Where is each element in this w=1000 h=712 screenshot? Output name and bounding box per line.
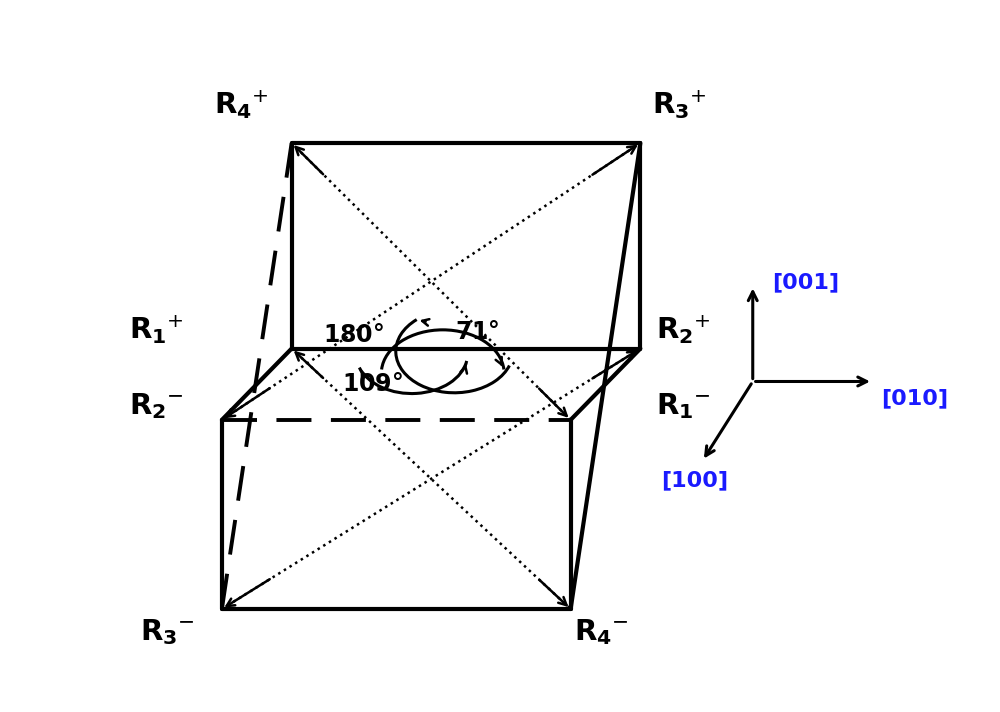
Text: $\mathbf{R_{4}}^{+}$: $\mathbf{R_{4}}^{+}$: [214, 88, 269, 121]
Text: $\mathbf{R_{2}}^{-}$: $\mathbf{R_{2}}^{-}$: [129, 392, 183, 421]
Text: $\mathbf{180°}$: $\mathbf{180°}$: [323, 323, 384, 347]
Text: $\mathbf{R_{3}}^{+}$: $\mathbf{R_{3}}^{+}$: [652, 88, 707, 121]
Text: $\mathbf{71°}$: $\mathbf{71°}$: [455, 320, 500, 344]
Text: $\mathbf{109°}$: $\mathbf{109°}$: [342, 372, 404, 397]
Text: $\mathbf{R_{3}}^{-}$: $\mathbf{R_{3}}^{-}$: [140, 618, 195, 647]
Text: $\mathbf{R_{1}}^{+}$: $\mathbf{R_{1}}^{+}$: [129, 313, 183, 346]
Text: [100]: [100]: [661, 470, 728, 490]
Text: $\mathbf{R_{2}}^{+}$: $\mathbf{R_{2}}^{+}$: [656, 313, 710, 346]
Text: [001]: [001]: [772, 273, 839, 293]
Text: $\mathbf{R_{4}}^{-}$: $\mathbf{R_{4}}^{-}$: [574, 618, 629, 647]
Text: $\mathbf{R_{1}}^{-}$: $\mathbf{R_{1}}^{-}$: [656, 392, 710, 421]
Text: [010]: [010]: [881, 388, 948, 408]
